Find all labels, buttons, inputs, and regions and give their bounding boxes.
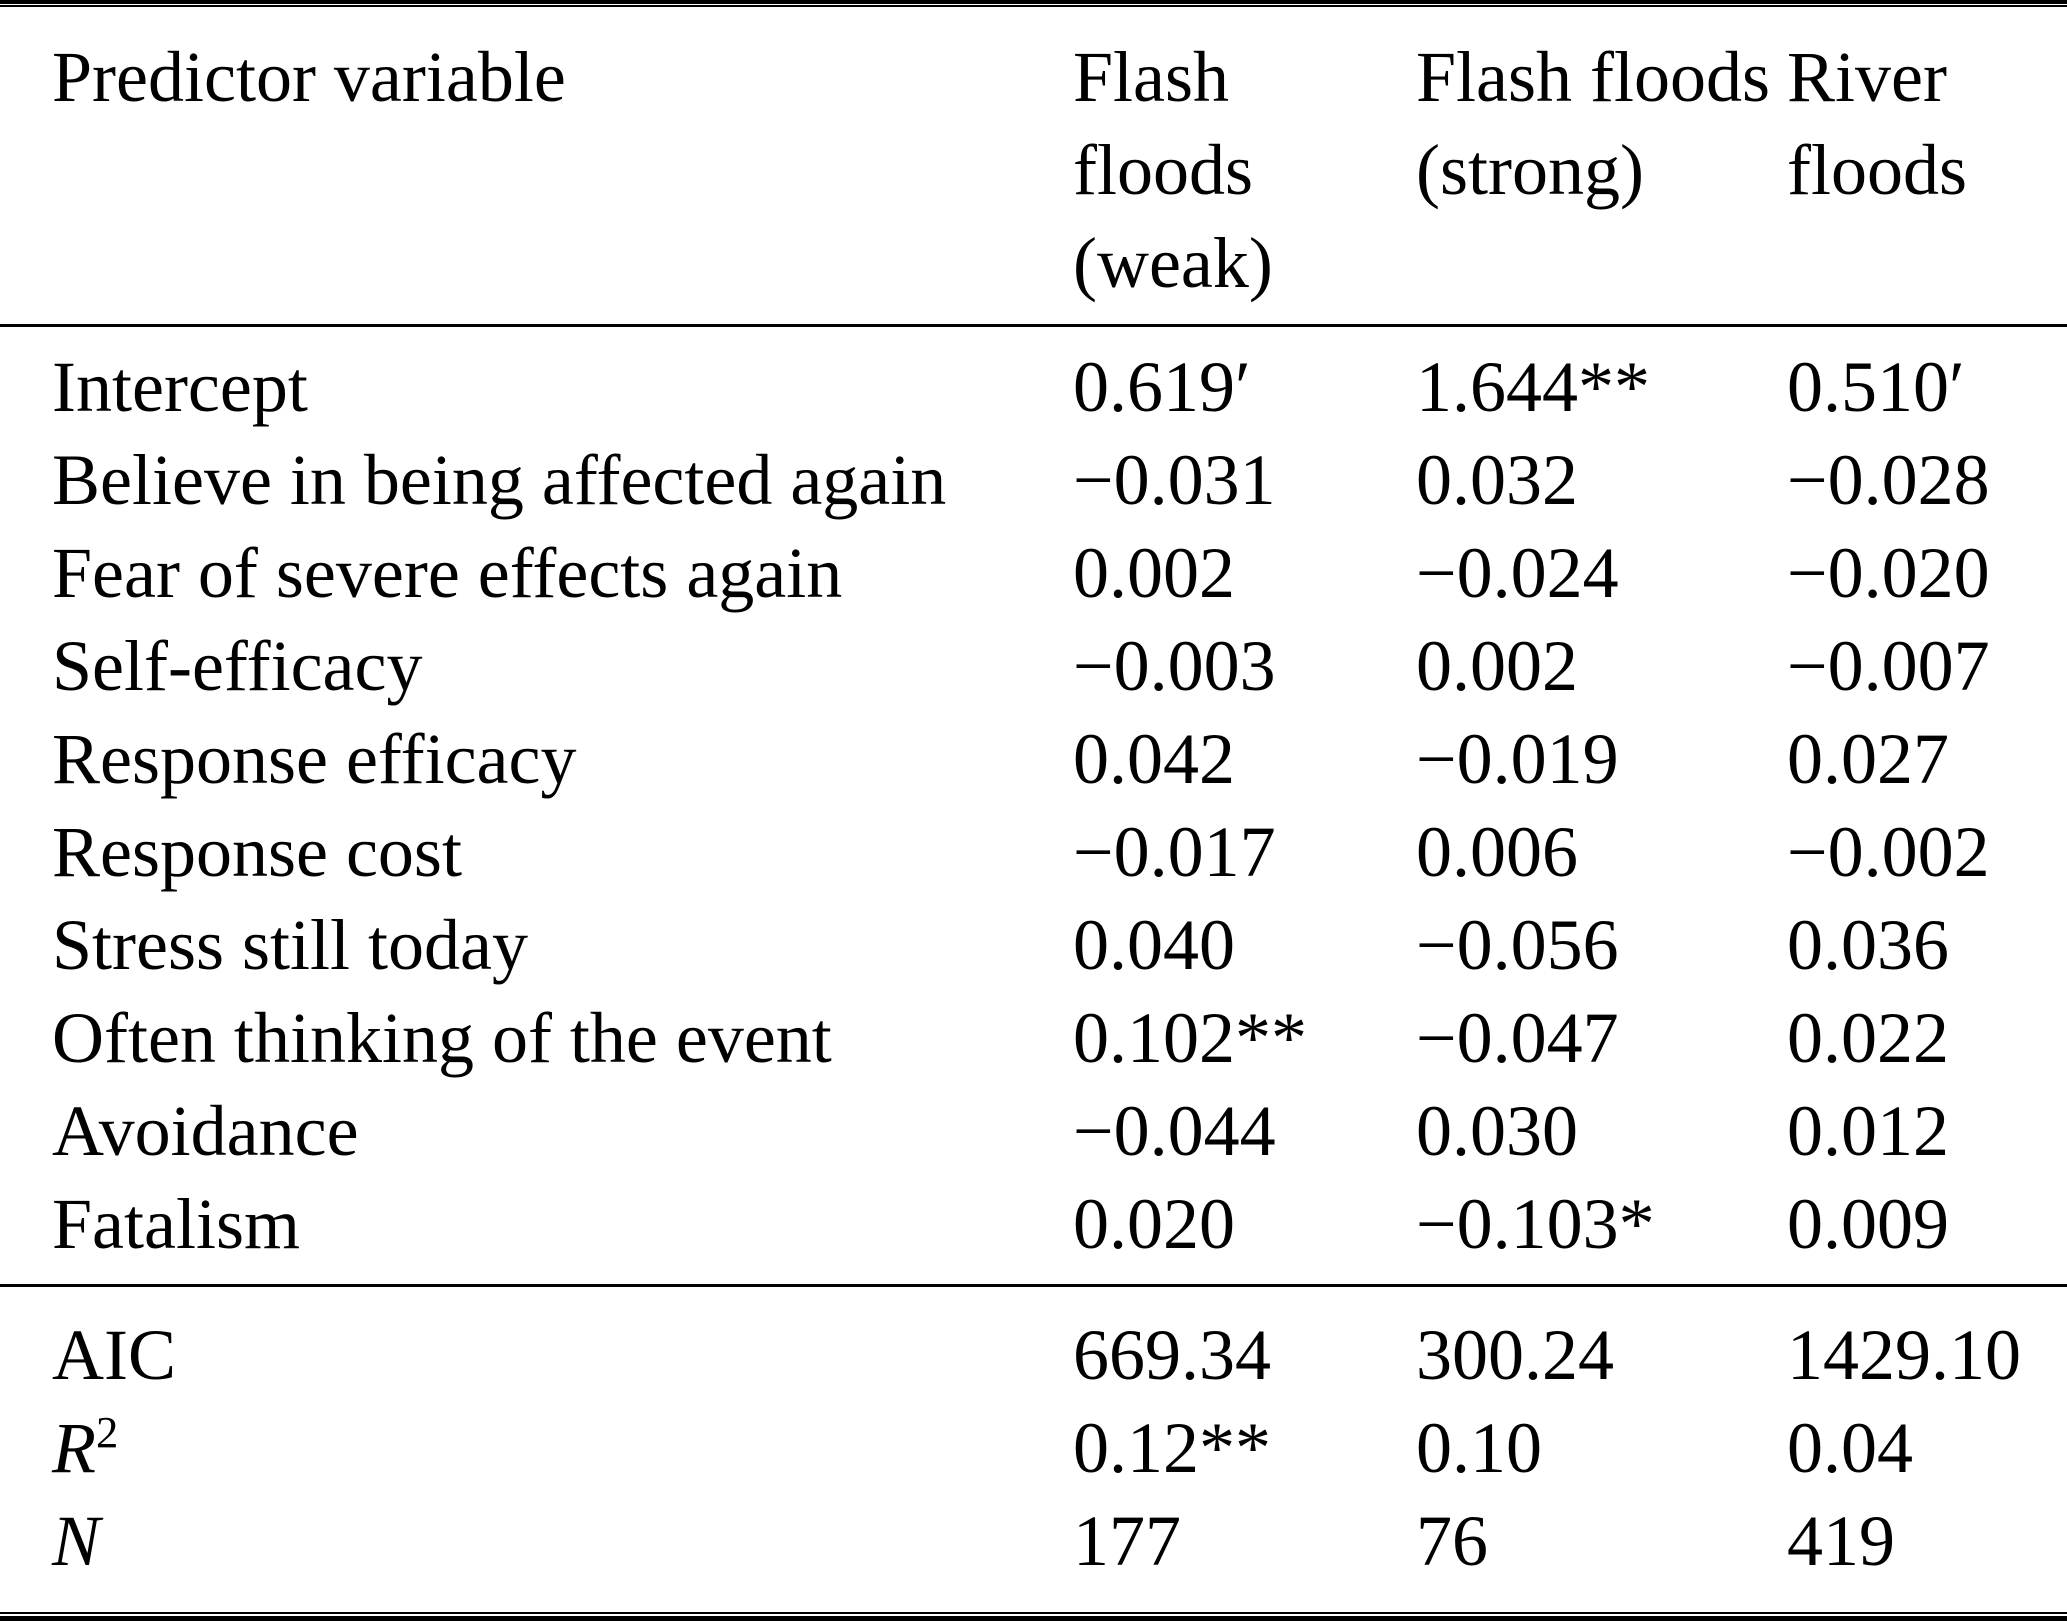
cell-value: −0.056 [1416,905,1619,985]
row-label: Self-efficacy [52,626,423,706]
column-header-river-floods: River floods [1787,37,1967,210]
cell-value: 0.036 [1787,905,1949,985]
cell-value: −0.019 [1416,719,1619,799]
cell-value: 0.009 [1787,1184,1949,1264]
table-row-self-efficacy: Self-efficacy −0.003 0.002 −0.007 [0,620,2067,713]
cell-value: −0.047 [1416,998,1619,1078]
stat-value: 300.24 [1416,1315,1614,1395]
row-label: Fear of severe effects again [52,533,843,613]
cell-value: −0.044 [1073,1091,1276,1171]
cell-value: 0.102** [1073,998,1307,1078]
table-row-often-thinking-of-event: Often thinking of the event 0.102** −0.0… [0,992,2067,1085]
cell-value: 0.619′ [1073,347,1251,427]
cell-value: −0.024 [1416,533,1619,613]
header-body-rule [0,324,2067,327]
cell-value: −0.007 [1787,626,1990,706]
stat-label-aic: AIC [0,1309,1073,1402]
header-row: Predictor variable Flash floods (weak) F… [0,31,2067,310]
column-header-flash-floods-strong: Flash floods (strong) [1416,37,1771,210]
row-label: Avoidance [52,1091,359,1171]
row-label: Response efficacy [52,719,577,799]
cell-value: 0.012 [1787,1091,1949,1171]
cell-value: −0.028 [1787,440,1990,520]
stat-label-n: N [0,1495,1073,1588]
row-label: Stress still today [52,905,529,985]
predictor-variable-header: Predictor variable [52,37,566,117]
stat-value: 419 [1787,1501,1895,1581]
table-row-believe-affected-again: Believe in being affected again −0.031 0… [0,434,2067,527]
stat-label-text: R [52,1408,96,1488]
stat-label-r-squared: R2 [0,1402,1073,1495]
cell-value: 0.032 [1416,440,1578,520]
bottom-double-rule [0,1612,2067,1621]
cell-value: 1.644** [1416,347,1650,427]
row-label: Intercept [52,347,308,427]
cell-value: 0.027 [1787,719,1949,799]
table-row-fear-severe-effects: Fear of severe effects again 0.002 −0.02… [0,527,2067,620]
cell-value: −0.003 [1073,626,1276,706]
cell-value: 0.020 [1073,1184,1235,1264]
cell-value: 0.510′ [1787,347,1965,427]
row-label: Often thinking of the event [52,998,832,1078]
stat-value: 0.04 [1787,1408,1913,1488]
stat-row-r-squared: R2 0.12** 0.10 0.04 [0,1402,2067,1495]
cell-value: 0.002 [1073,533,1235,613]
stat-row-n: N 177 76 419 [0,1495,2067,1588]
table-row-avoidance: Avoidance −0.044 0.030 0.012 [0,1085,2067,1178]
cell-value: 0.002 [1416,626,1578,706]
table-header-section: Predictor variable Flash floods (weak) F… [0,7,2067,324]
cell-value: 0.022 [1787,998,1949,1078]
stat-value: 177 [1073,1501,1181,1581]
table-row-response-efficacy: Response efficacy 0.042 −0.019 0.027 [0,713,2067,806]
cell-value: −0.020 [1787,533,1990,613]
stat-value: 0.12** [1073,1408,1271,1488]
stat-value: 76 [1416,1501,1488,1581]
top-double-rule [0,0,2067,7]
stat-label-text: AIC [52,1315,176,1395]
cell-value: −0.031 [1073,440,1276,520]
stat-value: 669.34 [1073,1315,1271,1395]
row-label: Believe in being affected again [52,440,947,520]
stat-value: 0.10 [1416,1408,1542,1488]
cell-value: 0.042 [1073,719,1235,799]
body-stats-rule [0,1284,2067,1287]
cell-value: 0.006 [1416,812,1578,892]
table-body-section: Intercept 0.619′ 1.644** 0.510′ Believe … [0,327,2067,1284]
stat-row-aic: AIC 669.34 300.24 1429.10 [0,1309,2067,1402]
stat-label-sup: 2 [95,1407,119,1457]
table-stats-section: AIC 669.34 300.24 1429.10 R2 0.12** 0.10… [0,1287,2067,1612]
cell-value: 0.040 [1073,905,1235,985]
cell-value: −0.017 [1073,812,1276,892]
table-row-stress-still-today: Stress still today 0.040 −0.056 0.036 [0,899,2067,992]
cell-value: −0.002 [1787,812,1990,892]
cell-value: −0.103* [1416,1184,1655,1264]
column-header-flash-floods-weak: Flash floods (weak) [1073,37,1273,303]
table-row-response-cost: Response cost −0.017 0.006 −0.002 [0,806,2067,899]
stat-label-text: N [52,1501,101,1581]
table-row-intercept: Intercept 0.619′ 1.644** 0.510′ [0,341,2067,434]
row-label: Fatalism [52,1184,300,1264]
stat-value: 1429.10 [1787,1315,2021,1395]
row-label: Response cost [52,812,462,892]
table-row-fatalism: Fatalism 0.020 −0.103* 0.009 [0,1178,2067,1271]
cell-value: 0.030 [1416,1091,1578,1171]
